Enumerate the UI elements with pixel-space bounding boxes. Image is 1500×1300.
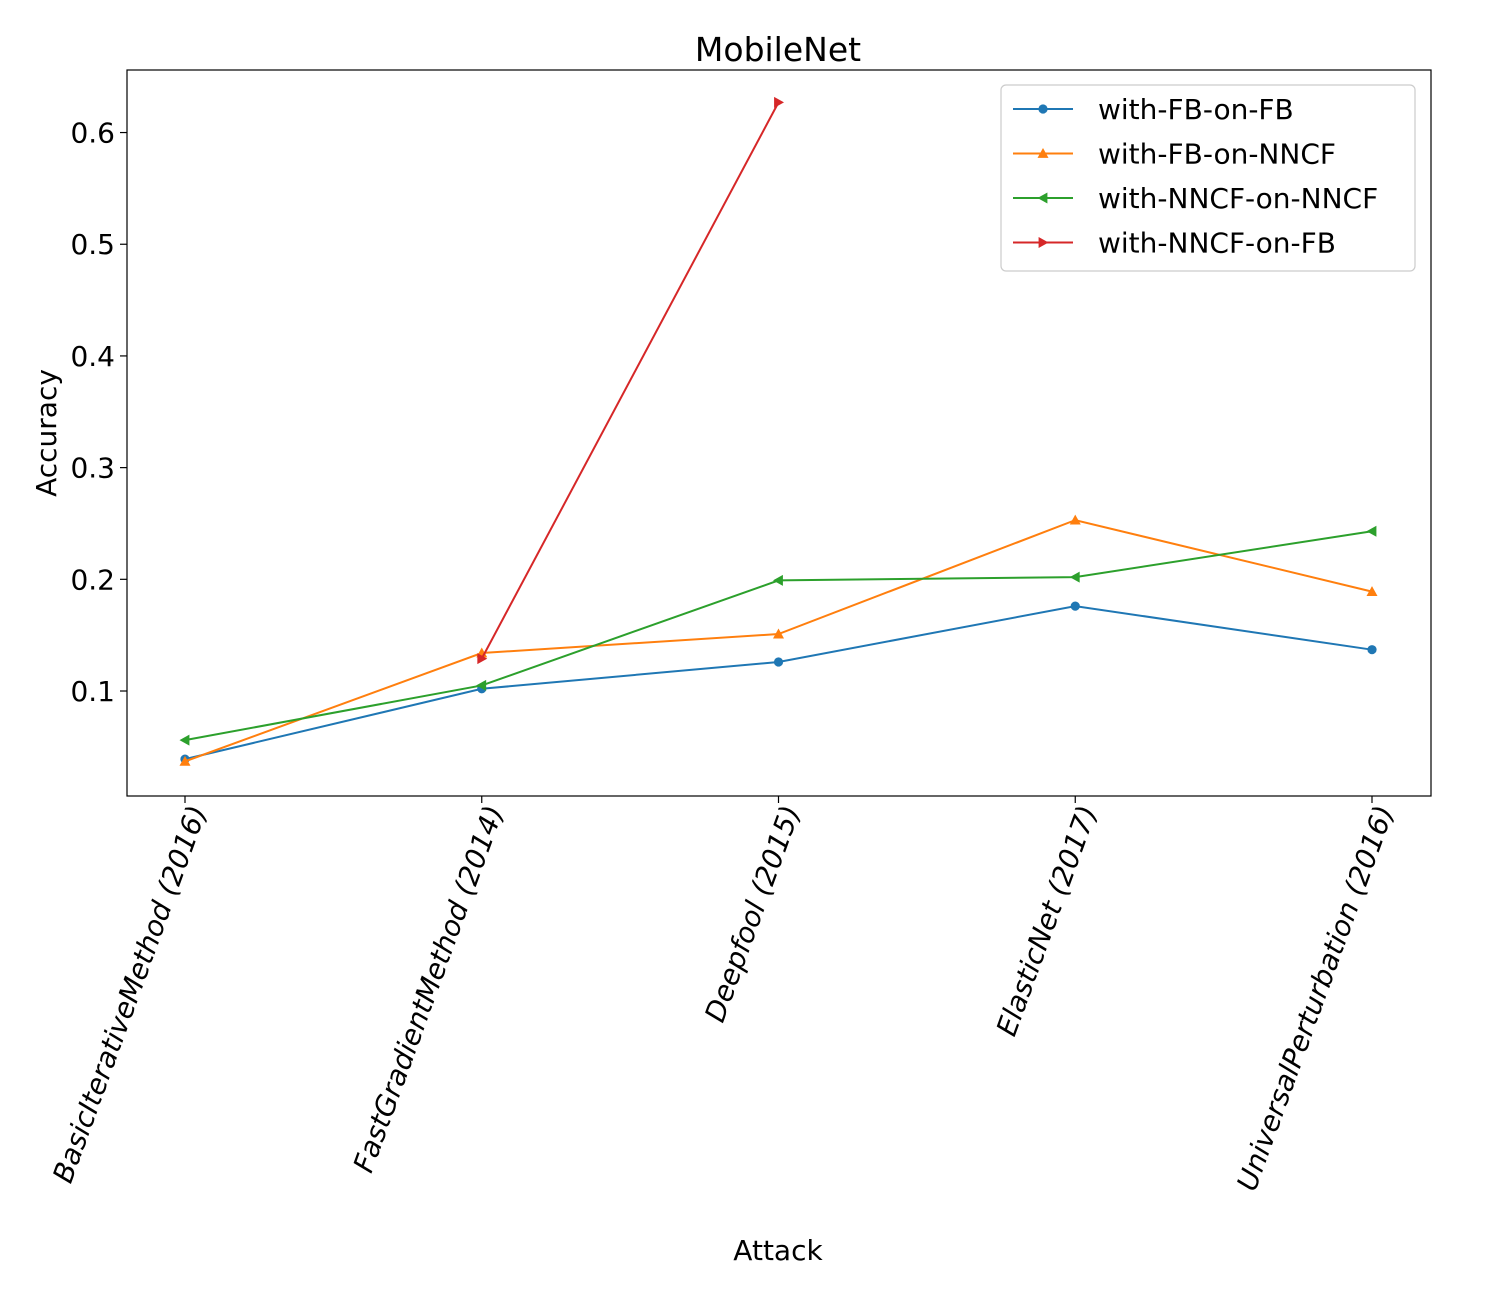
x-axis: BasicIterativeMethod (2016) FastGradientM… [46,796,1401,1195]
x-tick-label: ElasticNet (2017) [990,801,1104,1040]
data-point [1070,601,1080,611]
x-tick-label: Deepfool (2015) [698,801,807,1026]
legend-marker [1037,148,1049,158]
legend-marker [1037,192,1048,204]
data-point [179,755,191,766]
data-point [1366,525,1377,537]
plot-area [179,96,1378,766]
series-with-FB-on-FB [180,601,1377,764]
y-tick-label: 0.2 [70,563,115,596]
legend-item: with-NNCF-on-FB [1013,227,1336,260]
legend-box [1000,84,1416,272]
legend-label: with-FB-on-FB [1098,93,1294,126]
series-with-NNCF-on-FB [477,96,784,665]
data-point [477,653,488,665]
y-tick-label: 0.6 [70,117,115,150]
series-with-NNCF-on-NNCF [179,525,1377,746]
legend-item: with-FB-on-FB [1013,93,1294,126]
x-tick-label: UniversalPerturbation (2016) [1230,801,1400,1195]
x-tick-label: FastGradientMethod (2014) [347,801,511,1177]
y-tick-label: 0.5 [70,228,115,261]
legend-marker [1038,104,1048,114]
legend-item: with-FB-on-NNCF [1013,138,1336,171]
data-point [1069,514,1081,525]
x-axis-label: Attack [733,1234,823,1267]
data-point [773,574,783,586]
series-with-FB-on-NNCF [179,514,1378,766]
data-point [774,96,784,108]
legend-label: with-NNCF-on-NNCF [1098,182,1378,215]
y-axis: 0.1 0.2 0.3 0.4 0.5 0.6 [70,117,127,708]
y-axis-label: Accuracy [30,369,63,497]
legend-marker [1038,237,1049,248]
data-point [1367,645,1377,655]
legend: with-FB-on-FB with-FB-on-NNCF with-NNCF-on… [1000,84,1416,272]
y-tick-label: 0.4 [70,340,115,373]
legend-label: with-FB-on-NNCF [1098,138,1336,171]
x-tick-label: BasicIterativeMethod (2016) [46,801,213,1187]
y-tick-label: 0.3 [70,452,115,485]
data-point [476,679,487,691]
data-point [773,657,784,667]
data-point [1069,571,1080,583]
legend-item: with-NNCF-on-NNCF [1013,182,1378,215]
chart-title: MobileNet [695,30,861,69]
y-tick-label: 0.1 [70,675,115,708]
series-line [184,519,1373,763]
data-point [773,628,784,639]
data-point [179,734,190,746]
series-line [480,101,780,660]
legend-label: with-NNCF-on-FB [1098,227,1336,260]
data-point [1366,586,1378,597]
